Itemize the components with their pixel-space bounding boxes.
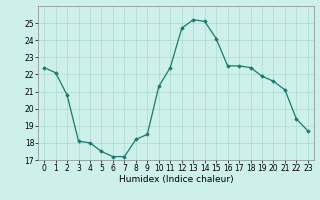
- X-axis label: Humidex (Indice chaleur): Humidex (Indice chaleur): [119, 175, 233, 184]
